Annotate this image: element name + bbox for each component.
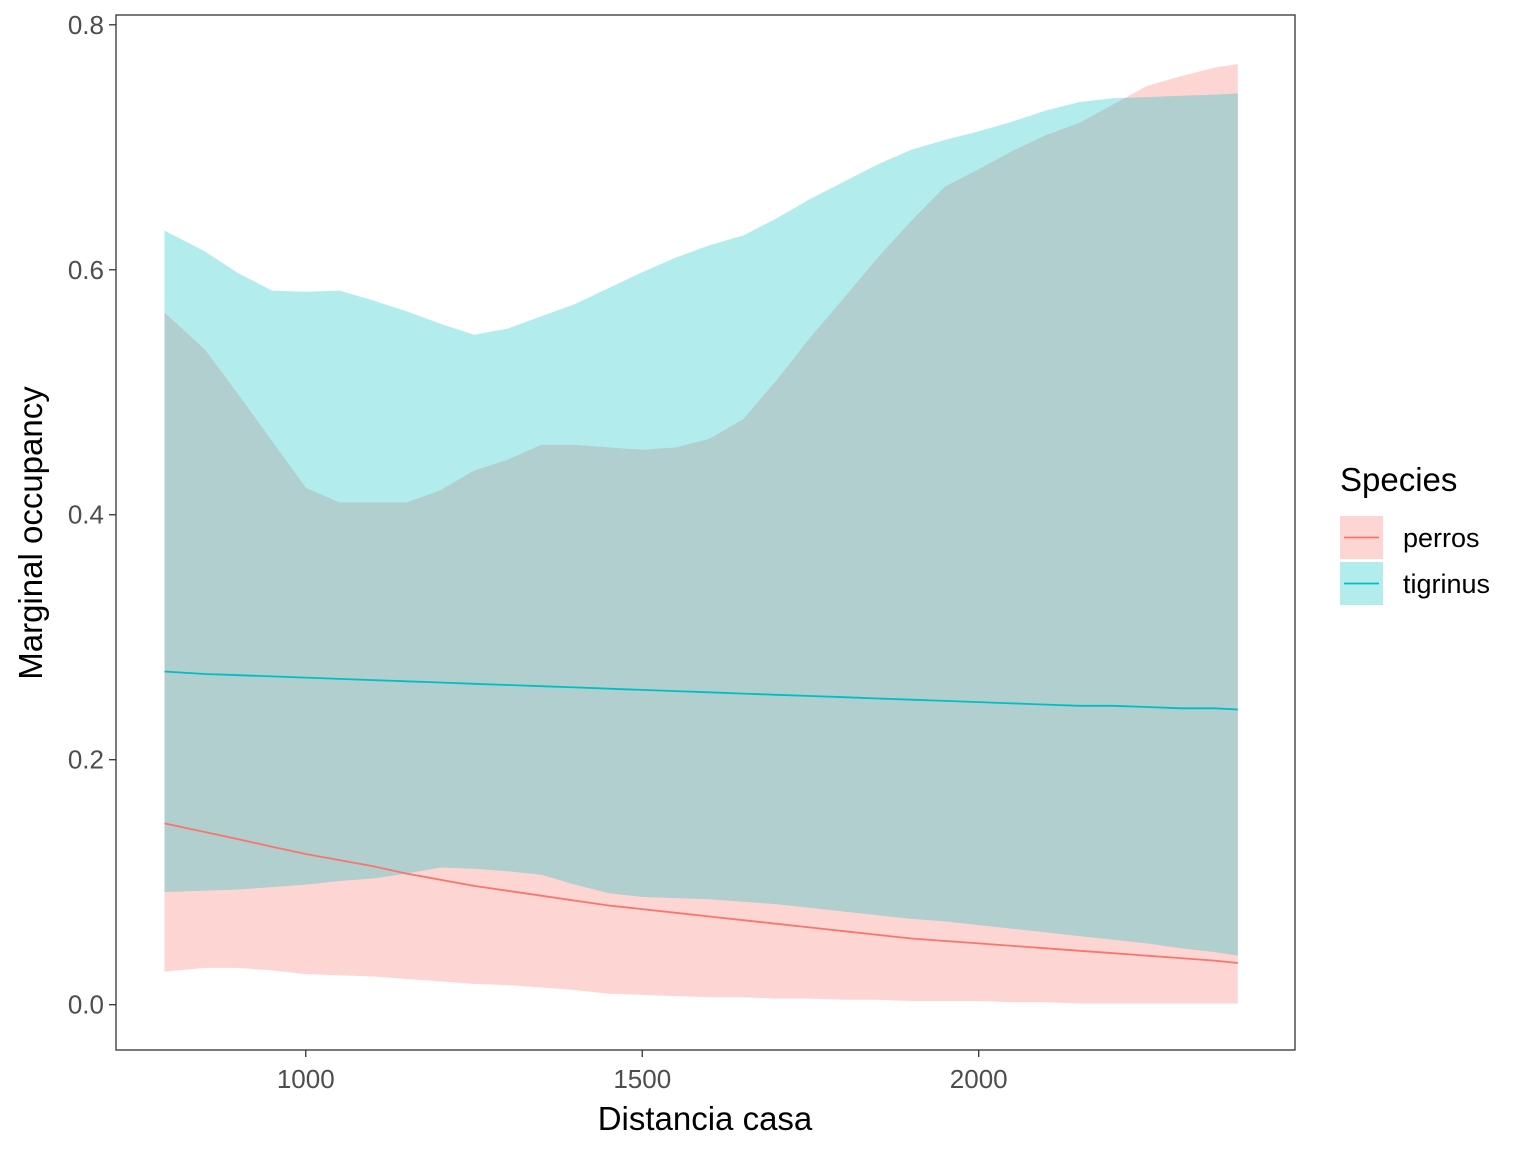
- x-axis-title: Distancia casa: [598, 1100, 813, 1137]
- legend: Species perros tigrinus: [1340, 461, 1490, 605]
- plot-panel-border: [115, 14, 1296, 1051]
- line-perros: [164, 822, 1238, 964]
- x-tick-label: 1500: [613, 1064, 671, 1094]
- y-tick-label: 0.6: [68, 255, 104, 285]
- legend-title: Species: [1340, 461, 1457, 498]
- y-tick-label: 0.4: [68, 500, 104, 530]
- ribbon-tigrinus: [164, 93, 1238, 956]
- legend-label-tigrinus: tigrinus: [1403, 569, 1490, 599]
- y-tick-label: 0.0: [68, 990, 104, 1020]
- line-tigrinus: [164, 670, 1238, 711]
- y-tick-label: 0.2: [68, 745, 104, 775]
- ribbon-perros: [164, 64, 1238, 1004]
- confidence-ribbons: [164, 64, 1238, 1004]
- y-axis: 0.0 0.2 0.4 0.6 0.8: [68, 10, 116, 1020]
- x-tick-label: 1000: [277, 1064, 335, 1094]
- y-axis-title: Marginal occupancy: [12, 386, 49, 680]
- fit-lines: [164, 670, 1238, 964]
- legend-label-perros: perros: [1403, 523, 1480, 553]
- x-axis: 1000 1500 2000: [277, 1050, 1008, 1094]
- y-tick-label: 0.8: [68, 10, 104, 40]
- x-tick-label: 2000: [950, 1064, 1008, 1094]
